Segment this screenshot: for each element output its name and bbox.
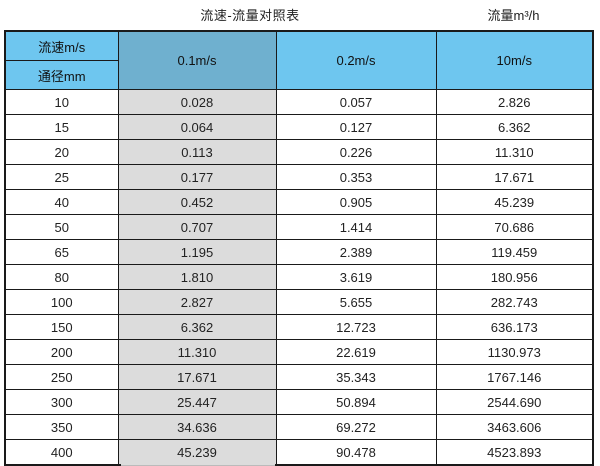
flow-value-cell: 1767.146 — [435, 364, 594, 390]
diameter-cell: 80 — [4, 264, 119, 290]
header-velocity-label: 流速m/s — [4, 30, 119, 61]
table-row: 250 17.671 35.343 1767.146 — [4, 364, 594, 390]
flow-value-cell: 17.671 — [117, 364, 277, 390]
flow-value-cell: 0.905 — [275, 189, 437, 215]
flow-value-cell: 70.686 — [435, 214, 594, 240]
header-col-0-1ms: 0.1m/s — [117, 30, 277, 90]
header-row-diameter: 通径mm — [4, 60, 593, 90]
table-row: 400 45.239 90.478 4523.893 — [4, 439, 594, 466]
flow-value-cell: 119.459 — [435, 239, 594, 265]
header-col-0-2ms: 0.2m/s — [275, 30, 437, 90]
flow-value-cell: 6.362 — [435, 114, 594, 140]
flow-value-cell: 69.272 — [275, 414, 437, 440]
flow-value-cell: 12.723 — [275, 314, 437, 340]
flow-value-cell: 1.810 — [117, 264, 277, 290]
flow-value-cell: 0.707 — [117, 214, 277, 240]
diameter-cell: 40 — [4, 189, 119, 215]
flow-value-cell: 636.173 — [435, 314, 594, 340]
diameter-cell: 20 — [4, 139, 119, 165]
table-row: 65 1.195 2.389 119.459 — [4, 239, 594, 265]
diameter-cell: 100 — [4, 289, 119, 315]
flow-value-cell: 11.310 — [435, 139, 594, 165]
table-header: 流速m/s 0.1m/s 0.2m/s 10m/s 通径mm — [4, 30, 594, 90]
flow-value-cell: 90.478 — [275, 439, 437, 466]
flow-value-cell: 5.655 — [275, 289, 437, 315]
table-body: 10 0.028 0.057 2.826 15 0.064 0.127 6.362 20 0.11… — [4, 89, 594, 466]
flow-value-cell: 1130.973 — [435, 339, 594, 365]
flow-value-cell: 0.057 — [275, 89, 437, 115]
diameter-cell: 65 — [4, 239, 119, 265]
diameter-cell: 300 — [4, 389, 119, 415]
flow-value-cell: 0.064 — [117, 114, 277, 140]
flow-value-cell: 0.353 — [275, 164, 437, 190]
header-col-10ms: 10m/s — [435, 30, 594, 90]
flow-value-cell: 45.239 — [435, 189, 594, 215]
flow-value-cell: 6.362 — [117, 314, 277, 340]
flow-value-cell: 34.636 — [117, 414, 277, 440]
flow-value-cell: 2544.690 — [435, 389, 594, 415]
table-row: 25 0.177 0.353 17.671 — [4, 164, 594, 190]
table-titles: 流速-流量对照表 流量m³/h — [0, 0, 600, 30]
flow-value-cell: 17.671 — [435, 164, 594, 190]
flow-value-cell: 25.447 — [117, 389, 277, 415]
table-row: 100 2.827 5.655 282.743 — [4, 289, 594, 315]
flow-value-cell: 180.956 — [435, 264, 594, 290]
flow-value-cell: 0.127 — [275, 114, 437, 140]
flow-value-cell: 2.826 — [435, 89, 594, 115]
diameter-cell: 200 — [4, 339, 119, 365]
table-row: 20 0.113 0.226 11.310 — [4, 139, 594, 165]
flow-value-cell: 0.113 — [117, 139, 277, 165]
flow-value-cell: 35.343 — [275, 364, 437, 390]
table-row: 80 1.810 3.619 180.956 — [4, 264, 594, 290]
flow-value-cell: 11.310 — [117, 339, 277, 365]
table-row: 350 34.636 69.272 3463.606 — [4, 414, 594, 440]
diameter-cell: 50 — [4, 214, 119, 240]
table-row: 300 25.447 50.894 2544.690 — [4, 389, 594, 415]
table-title: 流速-流量对照表 — [200, 8, 300, 23]
diameter-cell: 15 — [4, 114, 119, 140]
flow-value-cell: 50.894 — [275, 389, 437, 415]
flow-value-cell: 1.414 — [275, 214, 437, 240]
flow-unit-label: 流量m³/h — [487, 8, 540, 23]
shaded-column-overhang — [121, 461, 275, 466]
diameter-cell: 25 — [4, 164, 119, 190]
flow-value-cell: 0.226 — [275, 139, 437, 165]
flow-value-cell: 0.177 — [117, 164, 277, 190]
flow-rate-table: 流速m/s 0.1m/s 0.2m/s 10m/s 通径mm 10 0.028 0.… — [4, 30, 594, 466]
diameter-cell: 10 — [4, 89, 119, 115]
flow-value-cell: 2.827 — [117, 289, 277, 315]
header-row-velocity: 流速m/s 0.1m/s 0.2m/s 10m/s — [4, 30, 594, 90]
table-row: 10 0.028 0.057 2.826 — [4, 89, 594, 115]
flow-value-cell: 4523.893 — [435, 439, 594, 466]
table-row: 150 6.362 12.723 636.173 — [4, 314, 594, 340]
header-diameter-label: 通径mm — [4, 60, 119, 90]
flow-value-cell: 22.619 — [275, 339, 437, 365]
table-row: 200 11.310 22.619 1130.973 — [4, 339, 594, 365]
flow-value-cell: 2.389 — [275, 239, 437, 265]
diameter-cell: 400 — [4, 439, 119, 466]
flow-value-cell: 3463.606 — [435, 414, 594, 440]
flow-value-cell: 0.452 — [117, 189, 277, 215]
flow-value-cell: 0.028 — [117, 89, 277, 115]
flow-value-cell: 3.619 — [275, 264, 437, 290]
table-row: 50 0.707 1.414 70.686 — [4, 214, 594, 240]
table-row: 15 0.064 0.127 6.362 — [4, 114, 594, 140]
diameter-cell: 350 — [4, 414, 119, 440]
table-row: 40 0.452 0.905 45.239 — [4, 189, 594, 215]
diameter-cell: 250 — [4, 364, 119, 390]
flow-value-cell: 1.195 — [117, 239, 277, 265]
flow-value-cell: 282.743 — [435, 289, 594, 315]
diameter-cell: 150 — [4, 314, 119, 340]
